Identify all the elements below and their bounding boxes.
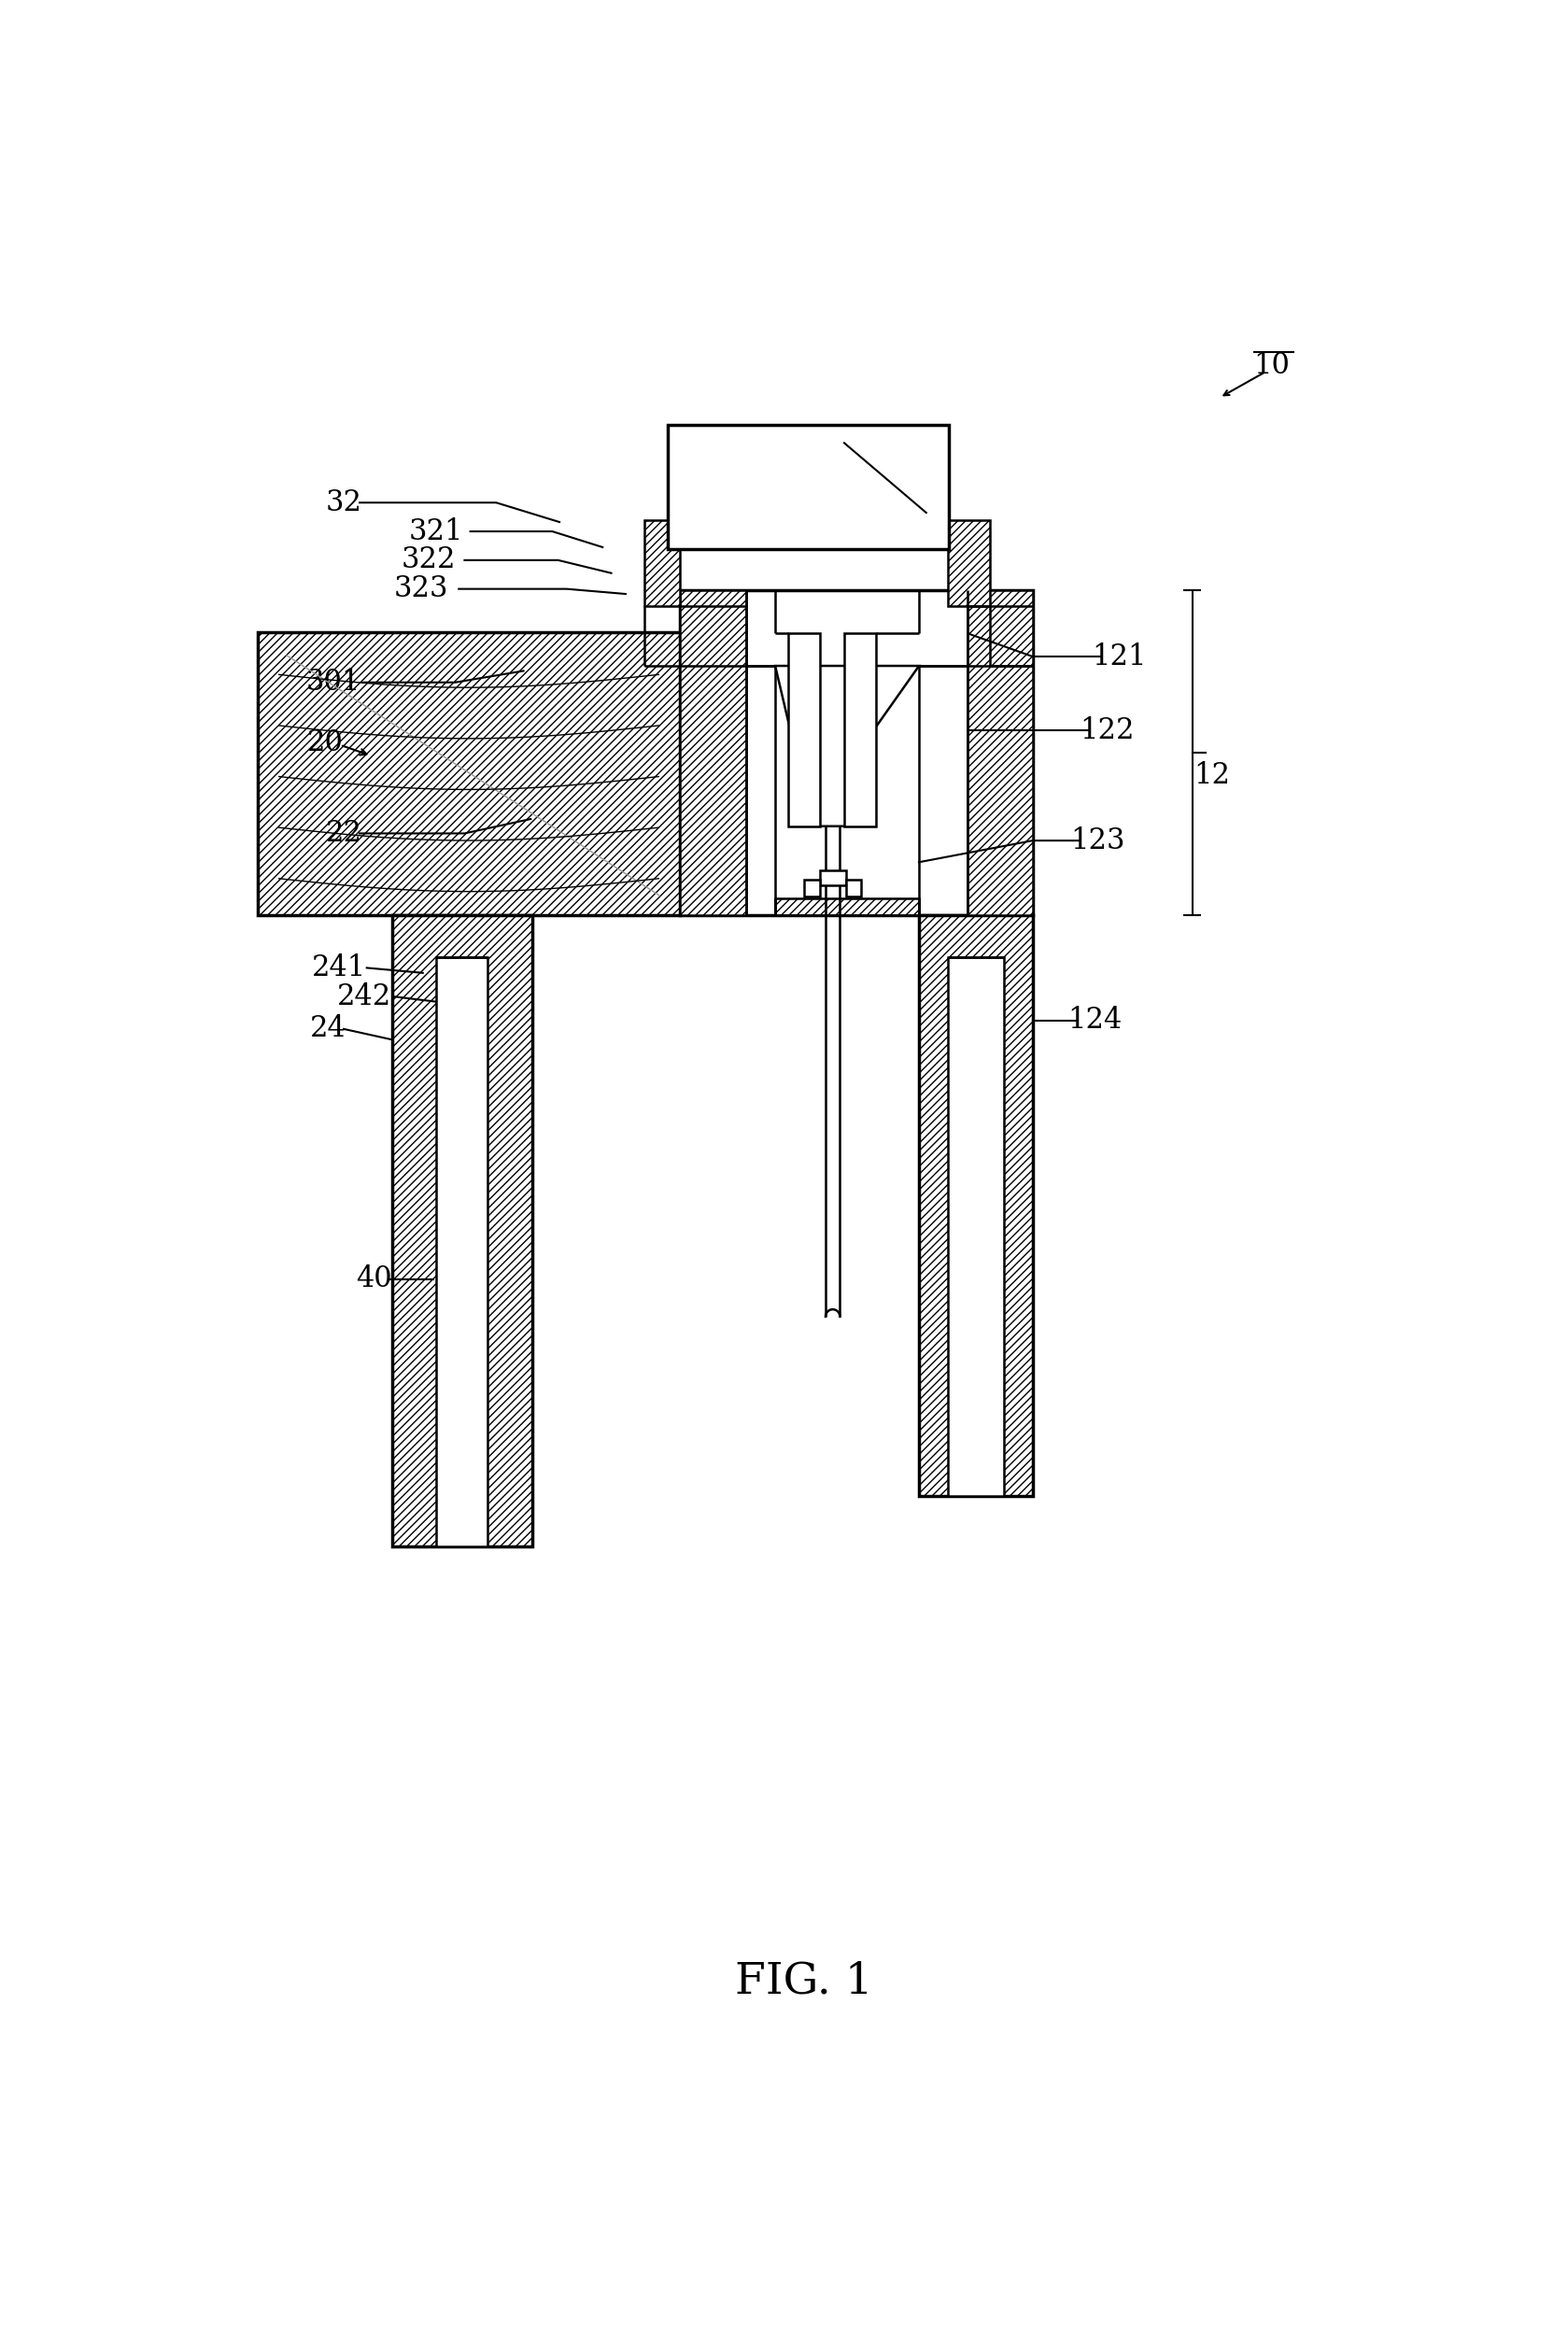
Text: 20: 20 [307, 729, 343, 757]
Text: 30: 30 [814, 424, 851, 452]
Text: 122: 122 [1080, 717, 1135, 745]
Text: 124: 124 [1068, 1005, 1121, 1036]
Polygon shape [789, 633, 820, 827]
Polygon shape [257, 633, 681, 916]
Polygon shape [967, 590, 1033, 916]
Polygon shape [947, 956, 1004, 1497]
Text: 323: 323 [394, 574, 448, 604]
Polygon shape [681, 590, 746, 916]
Polygon shape [844, 633, 877, 827]
Polygon shape [804, 879, 820, 897]
Text: 24: 24 [310, 1015, 347, 1043]
Text: 241: 241 [312, 954, 367, 982]
Text: 321: 321 [409, 518, 463, 546]
Polygon shape [775, 665, 919, 827]
Polygon shape [392, 916, 532, 1546]
Polygon shape [436, 956, 488, 1546]
Polygon shape [947, 520, 989, 607]
Text: 123: 123 [1069, 827, 1124, 855]
Polygon shape [681, 590, 1033, 916]
Polygon shape [845, 879, 861, 897]
Text: 301: 301 [306, 668, 361, 696]
Text: 322: 322 [401, 546, 456, 574]
Text: 32: 32 [326, 487, 362, 518]
Text: 22: 22 [326, 820, 362, 848]
Text: FIG. 1: FIG. 1 [735, 1961, 873, 2003]
Text: 12: 12 [1195, 761, 1231, 790]
Polygon shape [919, 916, 1033, 1497]
Polygon shape [775, 897, 919, 916]
Text: 40: 40 [356, 1265, 392, 1293]
Text: 242: 242 [337, 982, 390, 1012]
Text: 121: 121 [1091, 642, 1146, 670]
Text: 10: 10 [1253, 351, 1289, 380]
Polygon shape [644, 520, 681, 607]
Polygon shape [668, 424, 949, 548]
Polygon shape [820, 872, 845, 886]
